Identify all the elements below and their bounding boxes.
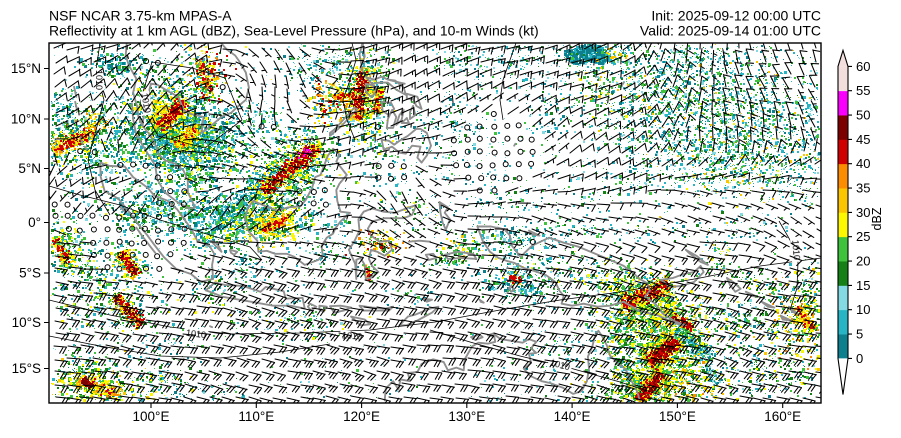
svg-text:NSF NCAR 3.75-km MPAS-A: NSF NCAR 3.75-km MPAS-A xyxy=(49,8,232,24)
svg-text:0°: 0° xyxy=(28,215,41,230)
svg-text:50: 50 xyxy=(856,108,870,123)
svg-text:15°S: 15°S xyxy=(12,361,41,376)
svg-text:100°E: 100°E xyxy=(133,409,170,424)
svg-text:10: 10 xyxy=(856,302,870,317)
svg-text:25: 25 xyxy=(856,229,870,244)
svg-text:5°S: 5°S xyxy=(19,265,41,280)
svg-text:140°E: 140°E xyxy=(554,409,591,424)
svg-text:Reflectivity at 1 km AGL (dBZ): Reflectivity at 1 km AGL (dBZ), Sea-Leve… xyxy=(49,23,539,39)
svg-text:130°E: 130°E xyxy=(448,409,485,424)
svg-text:5: 5 xyxy=(856,327,863,342)
svg-text:15°N: 15°N xyxy=(11,61,41,76)
svg-text:110°E: 110°E xyxy=(238,409,274,424)
svg-text:0: 0 xyxy=(856,351,863,366)
svg-text:1010: 1010 xyxy=(342,331,363,342)
svg-text:10°S: 10°S xyxy=(12,315,41,330)
svg-text:Valid: 2025-09-14 01:00 UTC: Valid: 2025-09-14 01:00 UTC xyxy=(640,23,821,39)
svg-text:dBZ: dBZ xyxy=(870,207,884,230)
svg-text:150°E: 150°E xyxy=(659,409,696,424)
svg-text:20: 20 xyxy=(856,254,870,269)
svg-text:30: 30 xyxy=(856,205,870,220)
svg-text:5°N: 5°N xyxy=(18,161,41,176)
svg-text:160°E: 160°E xyxy=(764,409,801,424)
svg-text:55: 55 xyxy=(856,83,870,98)
svg-text:1010: 1010 xyxy=(94,70,104,90)
svg-text:45: 45 xyxy=(856,132,870,147)
svg-text:120°E: 120°E xyxy=(343,409,380,424)
svg-text:60: 60 xyxy=(856,59,870,74)
svg-text:Init: 2025-09-12 00:00 UTC: Init: 2025-09-12 00:00 UTC xyxy=(651,8,821,24)
svg-text:10°N: 10°N xyxy=(11,111,41,126)
svg-text:40: 40 xyxy=(856,156,870,171)
svg-text:15: 15 xyxy=(856,278,870,293)
svg-text:35: 35 xyxy=(856,181,870,196)
